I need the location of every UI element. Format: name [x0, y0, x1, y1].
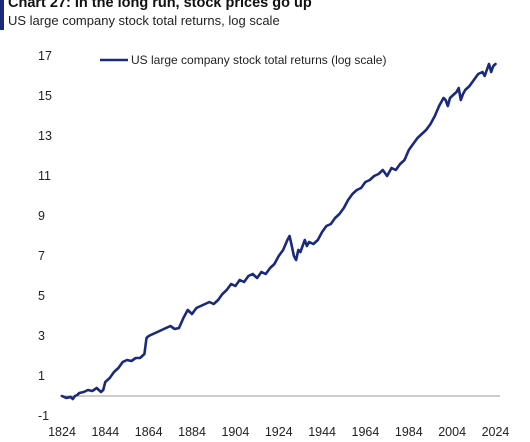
title-accent-bar — [0, 0, 4, 30]
x-tick-label: 1824 — [48, 425, 76, 439]
y-tick-label: 3 — [38, 329, 45, 343]
x-tick-label: 1884 — [178, 425, 206, 439]
legend-label: US large company stock total returns (lo… — [131, 53, 386, 67]
y-tick-label: 11 — [38, 169, 51, 183]
chart-title: Chart 27: In the long run, stock prices … — [8, 0, 312, 11]
y-tick-label: -1 — [38, 409, 49, 423]
x-tick-label: 1944 — [308, 425, 336, 439]
x-axis-ticks: 1824 1844 1864 1884 1904 1924 1944 1964 1984 2004… — [48, 425, 509, 439]
x-tick-label: 2004 — [438, 425, 466, 439]
x-tick-label: 1844 — [91, 425, 119, 439]
y-tick-label: 17 — [38, 49, 52, 63]
y-tick-label: 7 — [38, 249, 45, 263]
x-tick-label: 2024 — [482, 425, 510, 439]
legend: US large company stock total returns (lo… — [100, 53, 386, 67]
y-tick-label: 15 — [38, 89, 52, 103]
x-tick-label: 1904 — [221, 425, 249, 439]
x-tick-label: 1984 — [395, 425, 423, 439]
y-tick-label: 5 — [38, 289, 45, 303]
x-tick-label: 1864 — [135, 425, 163, 439]
y-tick-label: 1 — [38, 369, 45, 383]
series-line — [60, 62, 497, 401]
x-tick-label: 1924 — [265, 425, 293, 439]
chart-subtitle: US large company stock total returns, lo… — [8, 13, 280, 28]
x-tick-label: 1964 — [352, 425, 380, 439]
y-tick-label: 13 — [38, 129, 52, 143]
y-tick-label: 9 — [38, 209, 45, 223]
